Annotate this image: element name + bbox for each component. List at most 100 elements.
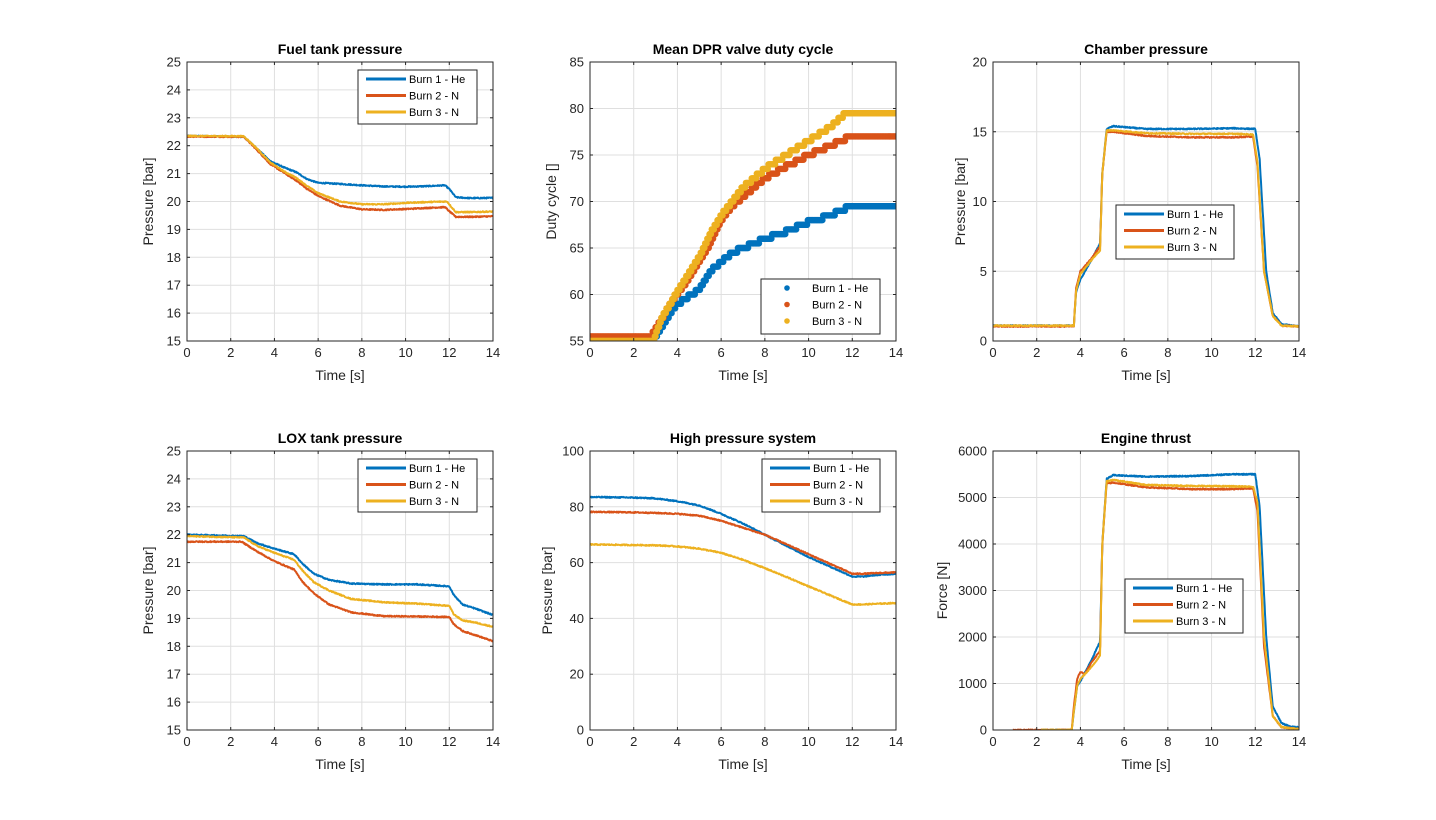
x-tick-label: 12 <box>442 345 456 360</box>
x-tick-label: 14 <box>889 345 903 360</box>
legend-label: Burn 3 - N <box>1167 242 1217 254</box>
legend: Burn 1 - He Burn 2 - N Burn 3 - N <box>760 278 881 335</box>
legend-label: Burn 2 - N <box>1167 226 1217 238</box>
y-tick-label: 0 <box>980 723 987 738</box>
x-tick-label: 6 <box>718 734 725 749</box>
x-tick-label: 8 <box>761 345 768 360</box>
x-tick-label: 10 <box>801 345 815 360</box>
axes-box <box>589 450 897 731</box>
y-tick-label: 21 <box>167 166 181 181</box>
data-point <box>892 110 896 117</box>
legend-label: Burn 1 - He <box>1176 583 1232 595</box>
x-tick-label: 10 <box>1204 345 1218 360</box>
y-tick-label: 21 <box>167 555 181 570</box>
x-tick-label: 12 <box>442 734 456 749</box>
x-tick-label: 12 <box>845 345 859 360</box>
legend-marker <box>784 285 790 291</box>
legend-item-1: Burn 1 - He <box>366 463 465 475</box>
legend-item-2: Burn 2 - N <box>366 480 459 492</box>
legend-item-1: Burn 1 - He <box>366 74 465 86</box>
series-3 <box>590 110 896 341</box>
y-tick-label: 4000 <box>958 537 987 552</box>
chart-title: Chamber pressure <box>1084 41 1208 57</box>
y-tick-label: 0 <box>577 723 584 738</box>
legend-item-3: Burn 3 - N <box>366 107 459 119</box>
x-tick-label: 6 <box>718 345 725 360</box>
y-axis-label: Pressure [bar] <box>140 547 156 635</box>
x-tick-label: 4 <box>271 345 278 360</box>
legend-label: Burn 1 - He <box>1167 209 1223 221</box>
y-tick-label: 75 <box>570 148 584 163</box>
legend-item-2: Burn 2 - N <box>1124 226 1217 238</box>
y-tick-label: 5000 <box>958 490 987 505</box>
data-point <box>892 133 896 140</box>
y-tick-label: 17 <box>167 667 181 682</box>
series-group <box>1012 472 1299 730</box>
y-tick-label: 60 <box>570 287 584 302</box>
x-tick-label: 0 <box>183 345 190 360</box>
chart-title: Mean DPR valve duty cycle <box>653 41 834 57</box>
series-line-1 <box>187 533 493 616</box>
legend-label: Burn 2 - N <box>1176 600 1226 612</box>
y-axis-label: Duty cycle [] <box>543 163 559 239</box>
x-tick-label: 10 <box>1204 734 1218 749</box>
y-tick-label: 65 <box>570 241 584 256</box>
y-tick-label: 70 <box>570 194 584 209</box>
legend-item-3: Burn 3 - N <box>1124 242 1217 254</box>
x-tick-label: 8 <box>761 734 768 749</box>
y-tick-label: 22 <box>167 138 181 153</box>
x-tick-label: 4 <box>1077 734 1084 749</box>
legend-label: Burn 2 - N <box>409 480 459 492</box>
x-tick-label: 2 <box>227 734 234 749</box>
series-2 <box>590 133 896 340</box>
chart-title: Engine thrust <box>1101 430 1192 446</box>
series-group <box>590 495 896 606</box>
y-tick-label: 16 <box>167 306 181 321</box>
grid <box>993 62 1299 341</box>
series-line-3 <box>187 534 493 628</box>
y-tick-label: 19 <box>167 222 181 237</box>
y-tick-label: 2000 <box>958 630 987 645</box>
y-tick-label: 20 <box>973 55 987 70</box>
x-tick-label: 0 <box>183 734 190 749</box>
x-tick-label: 0 <box>989 345 996 360</box>
y-tick-label: 10 <box>973 194 987 209</box>
x-tick-label: 14 <box>1292 734 1306 749</box>
series-line-1 <box>590 495 896 578</box>
y-tick-label: 80 <box>570 499 584 514</box>
x-tick-label: 10 <box>801 734 815 749</box>
y-tick-label: 60 <box>570 555 584 570</box>
y-tick-label: 18 <box>167 639 181 654</box>
x-tick-label: 8 <box>1164 734 1171 749</box>
y-tick-label: 85 <box>570 55 584 70</box>
series-line-3 <box>187 134 493 214</box>
x-tick-label: 0 <box>586 734 593 749</box>
series-line-2 <box>590 510 896 576</box>
y-axis-label: Pressure [bar] <box>539 547 555 635</box>
legend-label: Burn 1 - He <box>813 463 869 475</box>
y-tick-label: 1000 <box>958 676 987 691</box>
series-group <box>993 124 1299 328</box>
x-tick-label: 10 <box>398 345 412 360</box>
legend-marker <box>784 301 790 308</box>
y-tick-label: 100 <box>562 444 584 459</box>
data-point <box>892 203 896 210</box>
y-axis-label: Force [N] <box>934 562 950 620</box>
legend-item-1: Burn 1 - He <box>770 463 869 475</box>
y-tick-label: 17 <box>167 278 181 293</box>
x-tick-label: 6 <box>1121 345 1128 360</box>
x-axis-label: Time [s] <box>1121 756 1170 772</box>
series-line-3 <box>1040 478 1299 730</box>
legend-item-3: Burn 3 - N <box>1133 616 1226 628</box>
legend-item-3: Burn 3 - N <box>770 496 863 508</box>
y-tick-label: 25 <box>167 444 181 459</box>
legend-label: Burn 2 - N <box>812 300 862 312</box>
x-tick-label: 10 <box>398 734 412 749</box>
x-tick-label: 4 <box>674 345 681 360</box>
x-tick-label: 6 <box>315 345 322 360</box>
x-tick-label: 12 <box>845 734 859 749</box>
x-axis-label: Time [s] <box>718 756 767 772</box>
legend-label: Burn 1 - He <box>409 463 465 475</box>
